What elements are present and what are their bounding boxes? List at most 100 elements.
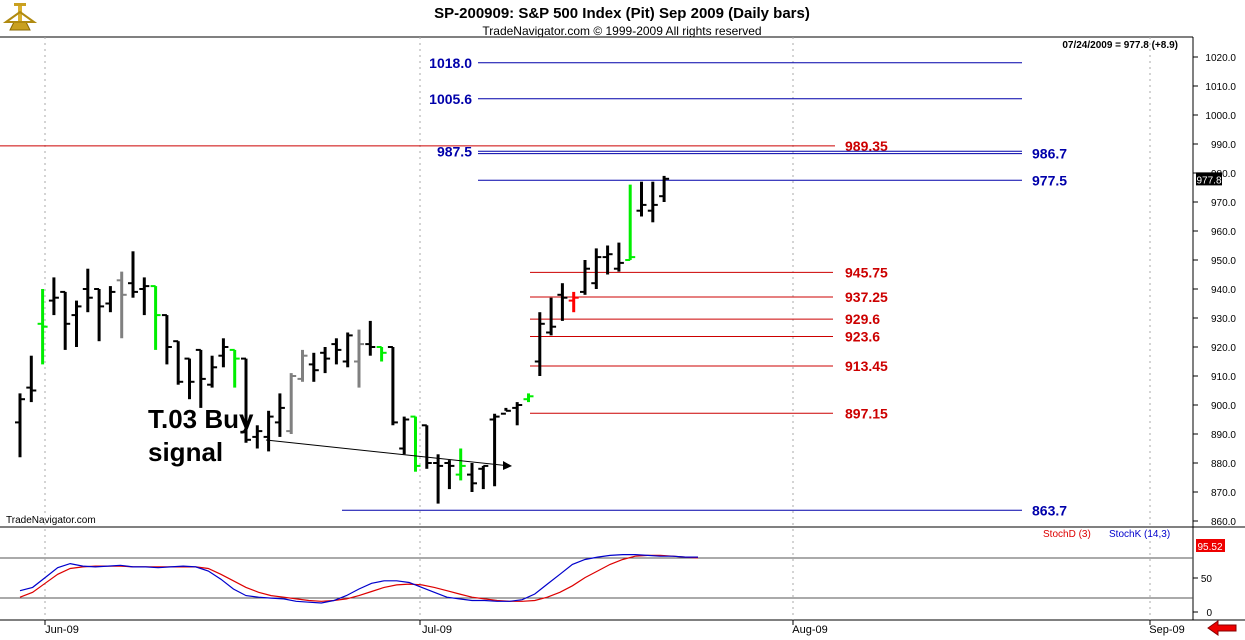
annotation-arrow-line [265, 439, 511, 467]
x-tick-label: Aug-09 [792, 624, 827, 636]
ohlc-bar [557, 283, 568, 321]
ohlc-bar [433, 454, 444, 504]
ohlc-bar [387, 346, 398, 426]
y-tick-label: 940.0 [1211, 285, 1236, 296]
ohlc-bar [625, 184, 636, 261]
ohlc-bar [478, 464, 489, 490]
y-tick-label: 970.0 [1211, 198, 1236, 209]
x-tick-label: Jul-09 [422, 624, 452, 636]
last-quote-text: 07/24/2009 = 977.8 (+8.9) [1062, 40, 1178, 51]
y-tick-label: 930.0 [1211, 314, 1236, 325]
y-tick-label: 870.0 [1211, 488, 1236, 499]
ohlc-bar [71, 300, 82, 347]
ohlc-bar [26, 355, 37, 403]
ohlc-bar [421, 424, 432, 469]
y-tick-label: 950.0 [1211, 256, 1236, 267]
x-tick-label: Jun-09 [45, 624, 79, 636]
copyright-text: TradeNavigator.com © 1999-2009 All right… [482, 24, 761, 38]
ohlc-bar [568, 291, 579, 313]
ohlc-bar [263, 410, 274, 452]
ohlc-bar [195, 348, 206, 408]
ohlc-bar [354, 329, 364, 388]
watermark-text: TradeNavigator.com [6, 515, 96, 526]
red-level-label: 989.35 [845, 138, 888, 154]
x-tick-label: Sep-09 [1149, 624, 1184, 636]
tradenavigator-logo-icon [2, 3, 38, 31]
ohlc-bar [218, 338, 229, 368]
ohlc-bar [173, 340, 184, 385]
scroll-left-arrow-icon[interactable] [1206, 620, 1238, 636]
red-level-label: 897.15 [845, 405, 888, 421]
ohlc-bar [94, 288, 105, 342]
ohlc-bar [444, 460, 455, 490]
ohlc-bar [489, 413, 500, 487]
ohlc-bar [60, 290, 71, 350]
ohlc-bar [523, 393, 534, 403]
ohlc-bar [320, 347, 331, 374]
blue-level-label: 863.7 [1032, 502, 1067, 518]
y-tick-label: 990.0 [1211, 140, 1236, 151]
ohlc-bar [15, 393, 25, 458]
ohlc-bar [467, 463, 477, 492]
annotation-text-line2: signal [148, 437, 223, 467]
stochk-legend: StochK (14,3) [1109, 529, 1170, 540]
red-level-label: 937.25 [845, 289, 888, 305]
ohlc-bar [376, 346, 387, 362]
ohlc-bar [48, 277, 59, 316]
ohlc-bar [274, 393, 285, 437]
ohlc-bar [591, 248, 602, 289]
stoch-last-value-label: 95.52 [1197, 542, 1222, 553]
y-tick-label: 890.0 [1211, 430, 1236, 441]
red-level-label: 929.6 [845, 311, 880, 327]
ohlc-bar [613, 242, 624, 272]
ohlc-bar [105, 286, 116, 313]
red-level-label: 913.45 [845, 358, 888, 374]
ohlc-bar [580, 260, 590, 295]
ohlc-bar [252, 425, 263, 449]
ohlc-bar [331, 338, 342, 365]
blue-level-label: 987.5 [437, 143, 472, 159]
ohlc-bar [342, 332, 353, 368]
ohlc-bar [150, 285, 161, 350]
ohlc-bar [455, 448, 466, 481]
last-price-box [1196, 172, 1222, 186]
ohlc-bar [207, 355, 218, 388]
ohlc-bar [184, 357, 195, 400]
ohlc-bar [399, 416, 410, 455]
y-tick-label: 920.0 [1211, 343, 1236, 354]
ohlc-bar [308, 352, 319, 382]
y-tick-label: 880.0 [1211, 459, 1236, 470]
ohlc-bar [297, 349, 308, 382]
y-tick-label: 960.0 [1211, 227, 1236, 238]
ohlc-bar [116, 271, 127, 339]
stoch-tick-label: 50 [1201, 574, 1213, 585]
stochk-line [19, 553, 698, 604]
ohlc-bar [365, 320, 376, 356]
ohlc-bar [128, 251, 138, 298]
ohlc-bar [659, 175, 670, 202]
ohlc-bar [546, 297, 557, 336]
ohlc-bar [500, 407, 511, 415]
ohlc-bar [139, 277, 150, 316]
y-tick-label: 1000.0 [1205, 111, 1236, 122]
ohlc-bar [161, 314, 172, 365]
ohlc-bar [602, 245, 613, 275]
ohlc-bar [241, 357, 251, 443]
blue-level-label: 1005.6 [429, 91, 472, 107]
ohlc-bar [512, 402, 523, 426]
annotation-arrow-head [503, 461, 512, 470]
ohlc-bar [37, 289, 48, 365]
ohlc-bar [410, 415, 421, 472]
blue-level-label: 1018.0 [429, 55, 472, 71]
stochd-legend: StochD (3) [1043, 529, 1091, 540]
y-tick-label: 910.0 [1211, 372, 1236, 383]
y-tick-label: 1010.0 [1205, 82, 1236, 93]
blue-level-label: 977.5 [1032, 172, 1067, 188]
chart-title: SP-200909: S&P 500 Index (Pit) Sep 2009 … [434, 5, 810, 22]
ohlc-bar [286, 373, 297, 434]
blue-level-label: 986.7 [1032, 146, 1067, 162]
ohlc-bar [82, 268, 93, 313]
red-level-label: 945.75 [845, 264, 888, 280]
